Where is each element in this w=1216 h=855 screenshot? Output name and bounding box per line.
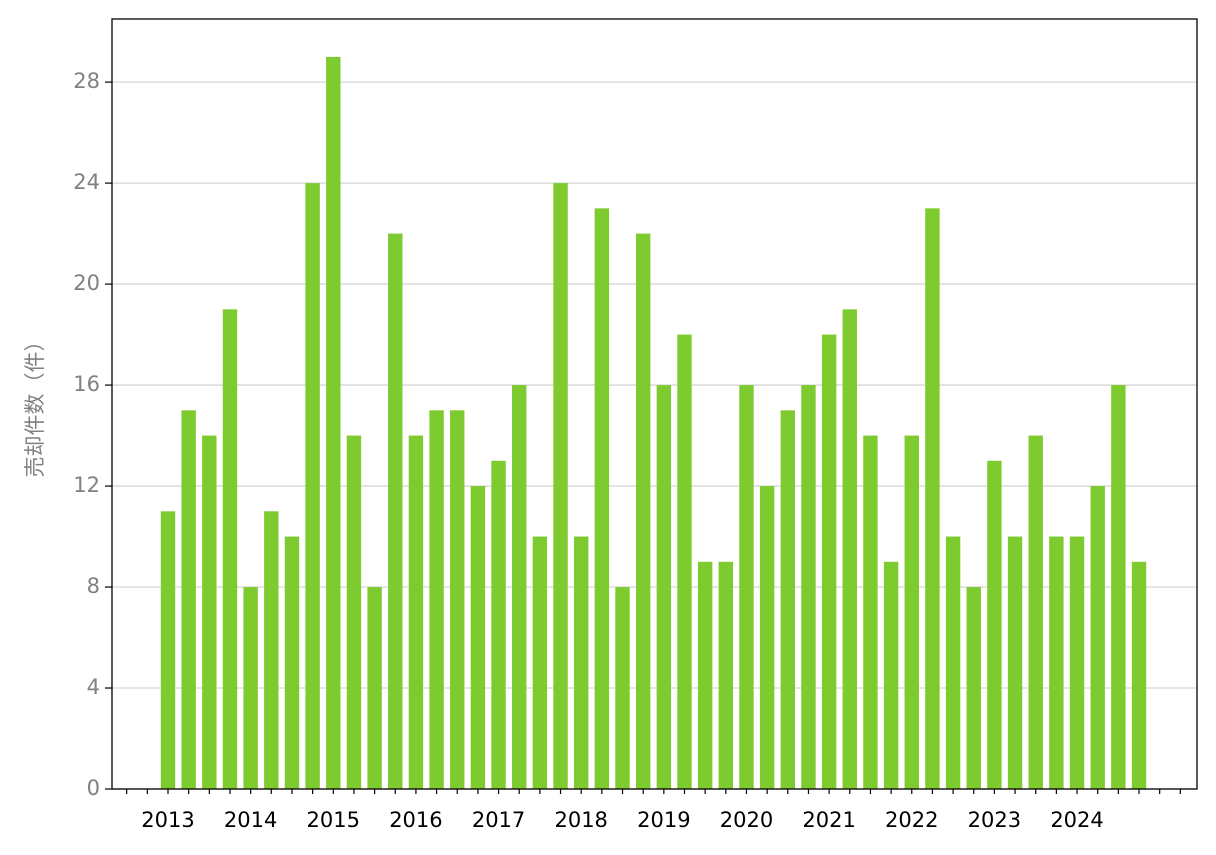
bar (1028, 435, 1043, 789)
bar (243, 587, 258, 789)
bar (594, 208, 610, 790)
bar (925, 208, 940, 790)
bar (408, 435, 424, 789)
y-axis-label: 売却件数（件） (23, 331, 47, 478)
bar (202, 435, 217, 789)
y-tick-label: 16 (73, 372, 100, 396)
x-tick-label: 2023 (968, 808, 1021, 832)
y-tick-label: 12 (73, 473, 100, 497)
bar (264, 511, 279, 789)
bar (1069, 536, 1085, 789)
bar (656, 385, 672, 789)
bar (1049, 536, 1064, 789)
bar (491, 460, 506, 789)
bar (863, 435, 878, 789)
bar (697, 561, 713, 789)
bar (615, 587, 630, 789)
x-tick-label: 2017 (472, 808, 525, 832)
bar (532, 536, 548, 789)
bar (904, 435, 919, 789)
bar (780, 410, 795, 789)
bar (635, 233, 651, 790)
bar (181, 410, 196, 789)
x-tick-label: 2020 (720, 808, 773, 832)
y-tick-label: 8 (87, 574, 100, 598)
bar (222, 309, 238, 789)
x-tick-label: 2021 (802, 808, 855, 832)
x-tick-label: 2019 (637, 808, 690, 832)
bar (801, 385, 816, 789)
y-tick-label: 0 (87, 776, 100, 800)
y-tick-label: 20 (73, 271, 100, 295)
x-tick-label: 2022 (885, 808, 938, 832)
bar (470, 486, 486, 789)
bar (574, 536, 589, 789)
bar (739, 385, 754, 789)
bar (160, 511, 176, 789)
bar (367, 587, 382, 789)
bar (1111, 385, 1126, 789)
bar (945, 536, 961, 789)
bar (1007, 536, 1023, 789)
bar (677, 334, 692, 789)
x-tick-label: 2024 (1050, 808, 1103, 832)
bar (284, 536, 300, 789)
x-tick-label: 2018 (554, 808, 607, 832)
bar (305, 183, 320, 789)
bar (718, 561, 734, 789)
x-tick-label: 2016 (389, 808, 442, 832)
bar (553, 183, 568, 789)
x-tick-label: 2014 (224, 808, 277, 832)
bar (512, 385, 527, 789)
x-tick-label: 2015 (307, 808, 360, 832)
bar (1090, 486, 1105, 789)
bar (326, 56, 341, 790)
bar (966, 587, 981, 789)
bar (388, 233, 403, 790)
bar (759, 486, 775, 789)
bar (987, 460, 1002, 789)
bar (346, 435, 362, 789)
plot-frame (111, 18, 1198, 790)
bar (429, 410, 444, 789)
y-tick-label: 24 (73, 170, 100, 194)
bar (842, 309, 857, 789)
bar (883, 561, 899, 789)
bar (450, 410, 465, 789)
y-tick-label: 4 (87, 675, 100, 699)
bar (1131, 561, 1147, 789)
y-tick-label: 28 (73, 69, 100, 93)
bar (821, 334, 837, 789)
x-tick-label: 2013 (141, 808, 194, 832)
